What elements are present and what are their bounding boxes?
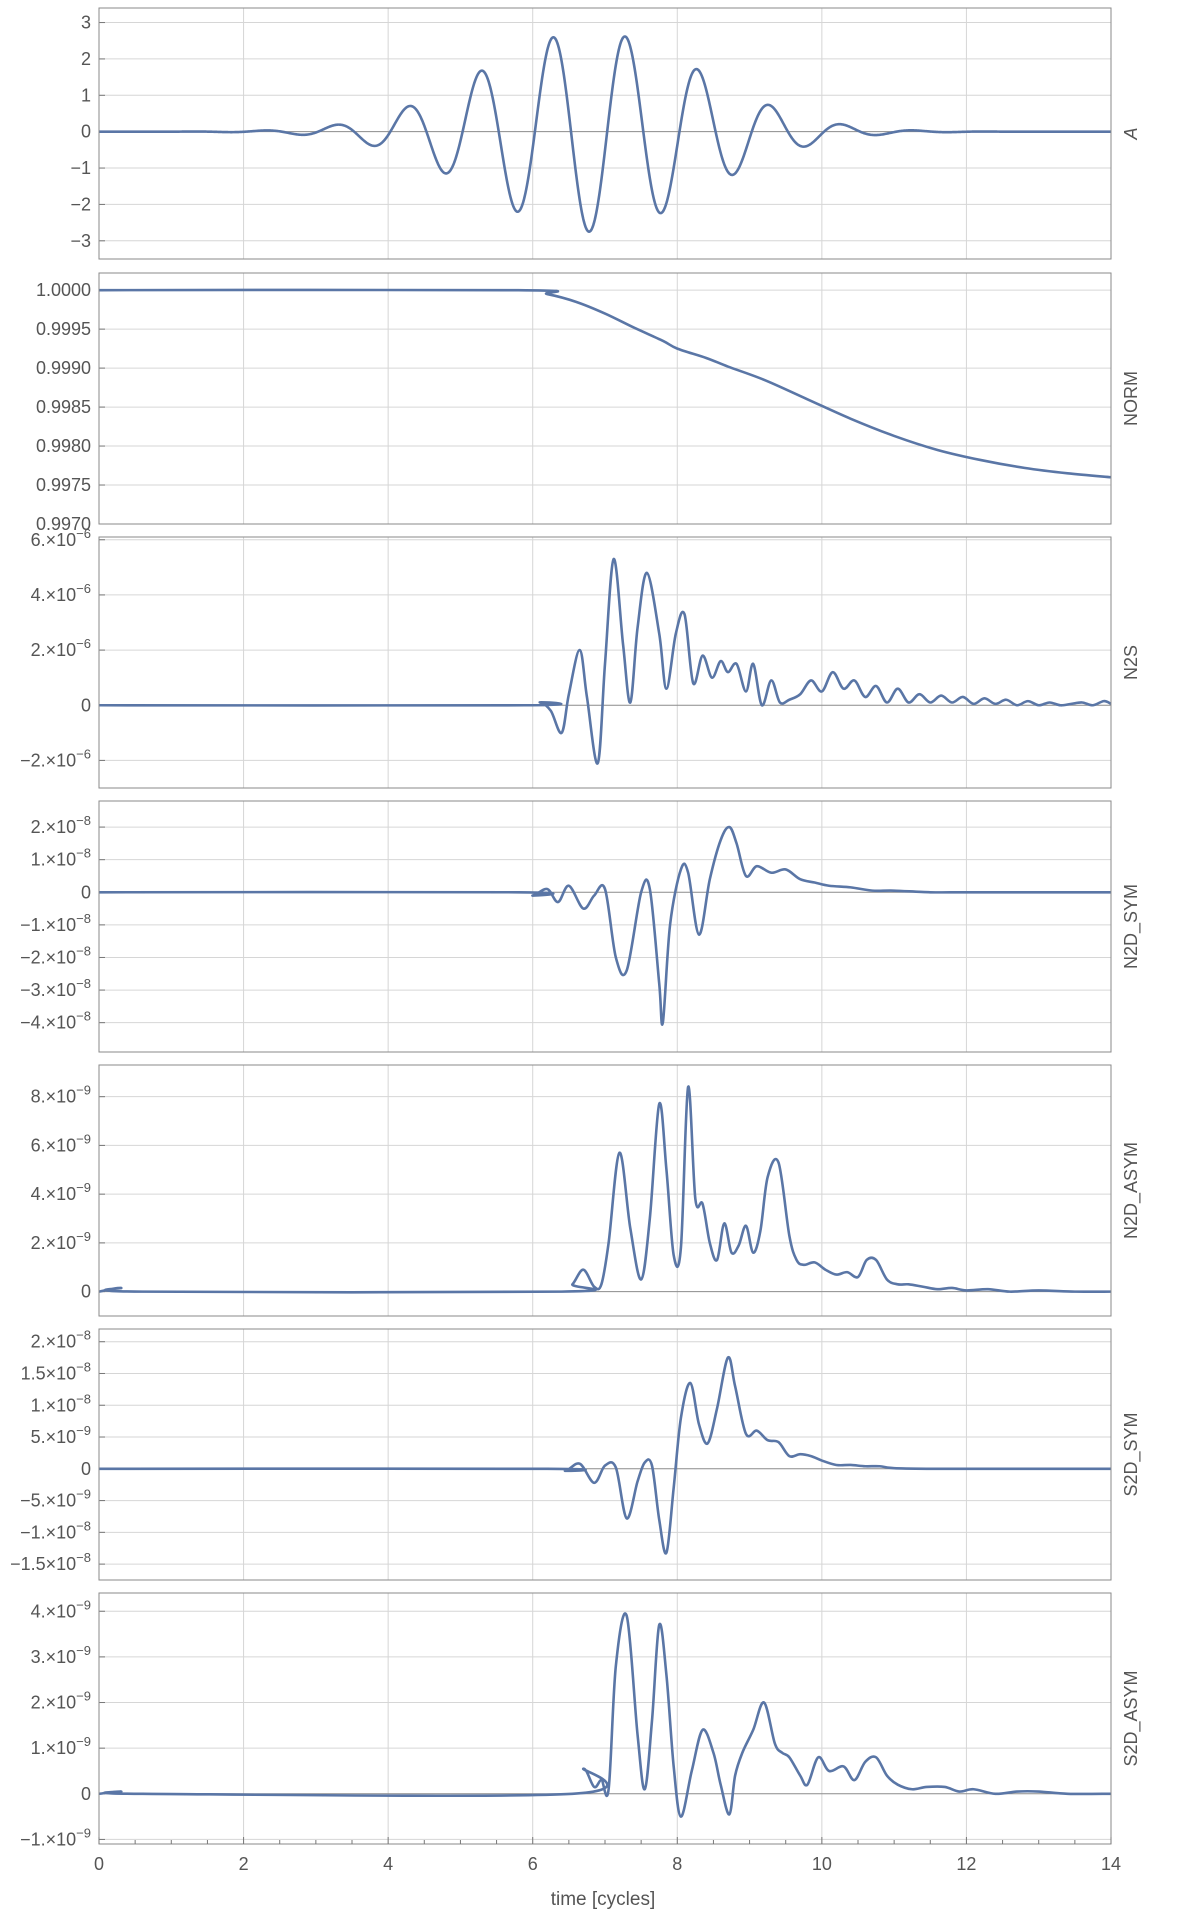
y-tick-label: 4.×10−9: [31, 1180, 91, 1204]
y-tick-label: 2: [81, 49, 91, 69]
y-tick-label: 0.9990: [36, 358, 91, 378]
panel-label: S2D_ASYM: [1121, 1670, 1142, 1766]
series-line-s2d-sym: [99, 1355, 1111, 1555]
panel-label: A: [1121, 127, 1141, 140]
panel-label: S2D_SYM: [1121, 1412, 1142, 1496]
y-tick-label: 0: [81, 695, 91, 715]
panel-s2d-sym: 2.×10−8 1.5×10−8 1.×10−8 5.×10−9 0 −5.×10−9 −1…: [10, 1328, 1142, 1581]
x-tick-label: 6: [528, 1854, 538, 1874]
panel-label: NORM: [1121, 371, 1141, 426]
y-tick-label: −3: [70, 231, 91, 251]
plot-frame: [98, 536, 1112, 789]
y-tick-label: 8.×10−9: [31, 1083, 91, 1107]
x-tick-label: 2: [239, 1854, 249, 1874]
panel-norm: 1.0000 0.9995 0.9990 0.9985 0.9980 0.9975 0.99…: [36, 272, 1141, 534]
series-line-n2d-sym: [99, 825, 1111, 1027]
y-tick-label: 5.×10−9: [31, 1423, 91, 1447]
y-tick-label: −2.×10−6: [20, 746, 91, 770]
plot-frame: [98, 1064, 1112, 1317]
y-tick-label: 0: [81, 122, 91, 142]
x-tick-label: 4: [383, 1854, 393, 1874]
y-tick-label: 6.×10−6: [31, 526, 91, 550]
y-tick-label: −5.×10−9: [20, 1487, 91, 1511]
x-axis-title: time [cycles]: [551, 1889, 656, 1910]
y-tick-label: 0: [81, 882, 91, 902]
x-tick-label: 8: [672, 1854, 682, 1874]
y-tick-label: 2.×10−9: [31, 1689, 91, 1713]
series-line-n2s: [99, 557, 1111, 765]
panel-n2d-sym: 2.×10−8 1.×10−8 0 −1.×10−8 −2.×10−8 −3.×10−8 −…: [20, 800, 1142, 1053]
y-tick-label: −2.×10−8: [20, 943, 91, 967]
y-tick-label: 1.0000: [36, 280, 91, 300]
y-tick-label: −1.×10−9: [20, 1825, 91, 1849]
y-tick-label: −1.5×10−8: [10, 1550, 91, 1574]
plot-frame: [98, 272, 1112, 525]
y-tick-label: 1.×10−8: [31, 846, 91, 870]
x-axis: 0 2 4 6 8 10 12 14: [94, 1837, 1121, 1874]
y-tick-label: −4.×10−8: [20, 1009, 91, 1033]
y-tick-label: 0: [81, 1459, 91, 1479]
plot-frame: [98, 7, 1112, 260]
x-tick-label: 14: [1101, 1854, 1121, 1874]
y-tick-label: 0.9970: [36, 514, 91, 534]
y-tick-label: 0.9995: [36, 319, 91, 339]
y-tick-label: 2.×10−8: [31, 1328, 91, 1352]
y-tick-label: −2: [70, 194, 91, 214]
plot-frame: [98, 1592, 1112, 1845]
y-tick-label: 6.×10−9: [31, 1131, 91, 1155]
panel-n2s: 6.×10−6 4.×10−6 2.×10−6 0 −2.×10−6 N2S: [20, 526, 1141, 789]
y-tick-label: −1.×10−8: [20, 911, 91, 935]
panel-label: N2D_ASYM: [1121, 1142, 1142, 1239]
x-tick-label: 0: [94, 1854, 104, 1874]
plot-frame: [98, 800, 1112, 1053]
y-tick-label: −1.×10−8: [20, 1518, 91, 1542]
y-tick-label: 2.×10−8: [31, 813, 91, 837]
y-tick-label: −1: [70, 158, 91, 178]
x-tick-label: 12: [956, 1854, 976, 1874]
plot-frame: [98, 1328, 1112, 1581]
y-tick-label: 0: [81, 1784, 91, 1804]
panel-n2d-asym: 8.×10−9 6.×10−9 4.×10−9 2.×10−9 0 N2D_ASYM: [31, 1064, 1142, 1317]
series-line-n2d-asym: [99, 1085, 1111, 1294]
y-tick-label: 0.9980: [36, 436, 91, 456]
y-tick-label: 0.9975: [36, 475, 91, 495]
panel-label: N2S: [1121, 645, 1141, 680]
panel-s2d-asym: 4.×10−9 3.×10−9 2.×10−9 1.×10−9 0 −1.×10−9 S2D…: [20, 1592, 1142, 1849]
y-tick-label: 2.×10−6: [31, 636, 91, 660]
panel-label: N2D_SYM: [1121, 884, 1142, 969]
y-tick-label: 1.×10−9: [31, 1734, 91, 1758]
y-tick-label: 1.×10−8: [31, 1391, 91, 1415]
y-tick-label: 1.5×10−8: [21, 1359, 91, 1383]
y-tick-label: 2.×10−9: [31, 1229, 91, 1253]
y-tick-label: 0: [81, 1282, 91, 1302]
y-tick-label: 3: [81, 13, 91, 33]
series-line-norm: [99, 288, 1111, 479]
y-tick-label: 4.×10−6: [31, 581, 91, 605]
series-line-a: [99, 35, 1111, 234]
y-tick-label: −3.×10−8: [20, 976, 91, 1000]
y-tick-label: 1: [81, 85, 91, 105]
panels-group: 3 2 1 0 −1 −2 −3 A 1.0000 0.9995 0.9990 0.9985 0.998…: [10, 7, 1142, 1849]
y-tick-label: 3.×10−9: [31, 1643, 91, 1667]
y-tick-label: 4.×10−9: [31, 1597, 91, 1621]
x-tick-label: 10: [812, 1854, 832, 1874]
y-tick-label: 0.9985: [36, 397, 91, 417]
series-line-s2d-asym: [99, 1612, 1111, 1818]
panel-a: 3 2 1 0 −1 −2 −3 A: [70, 7, 1141, 260]
